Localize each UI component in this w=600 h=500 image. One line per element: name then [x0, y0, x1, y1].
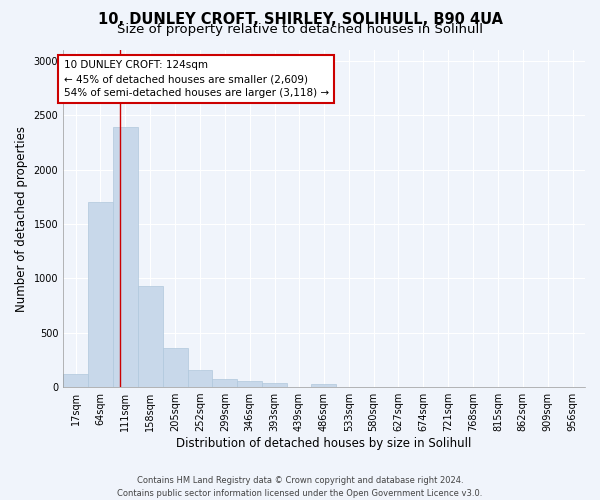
Bar: [138, 286, 163, 387]
Bar: [311, 384, 336, 387]
Bar: [113, 127, 138, 387]
Bar: [212, 379, 237, 387]
X-axis label: Distribution of detached houses by size in Solihull: Distribution of detached houses by size …: [176, 437, 472, 450]
Text: Size of property relative to detached houses in Solihull: Size of property relative to detached ho…: [117, 22, 483, 36]
Y-axis label: Number of detached properties: Number of detached properties: [15, 126, 28, 312]
Text: 10 DUNLEY CROFT: 124sqm
← 45% of detached houses are smaller (2,609)
54% of semi: 10 DUNLEY CROFT: 124sqm ← 45% of detache…: [64, 60, 329, 98]
Bar: [262, 384, 287, 387]
Text: Contains HM Land Registry data © Crown copyright and database right 2024.
Contai: Contains HM Land Registry data © Crown c…: [118, 476, 482, 498]
Bar: [63, 374, 88, 387]
Bar: [88, 202, 113, 387]
Bar: [237, 381, 262, 387]
Bar: [188, 370, 212, 387]
Bar: [163, 348, 188, 387]
Text: 10, DUNLEY CROFT, SHIRLEY, SOLIHULL, B90 4UA: 10, DUNLEY CROFT, SHIRLEY, SOLIHULL, B90…: [97, 12, 503, 28]
